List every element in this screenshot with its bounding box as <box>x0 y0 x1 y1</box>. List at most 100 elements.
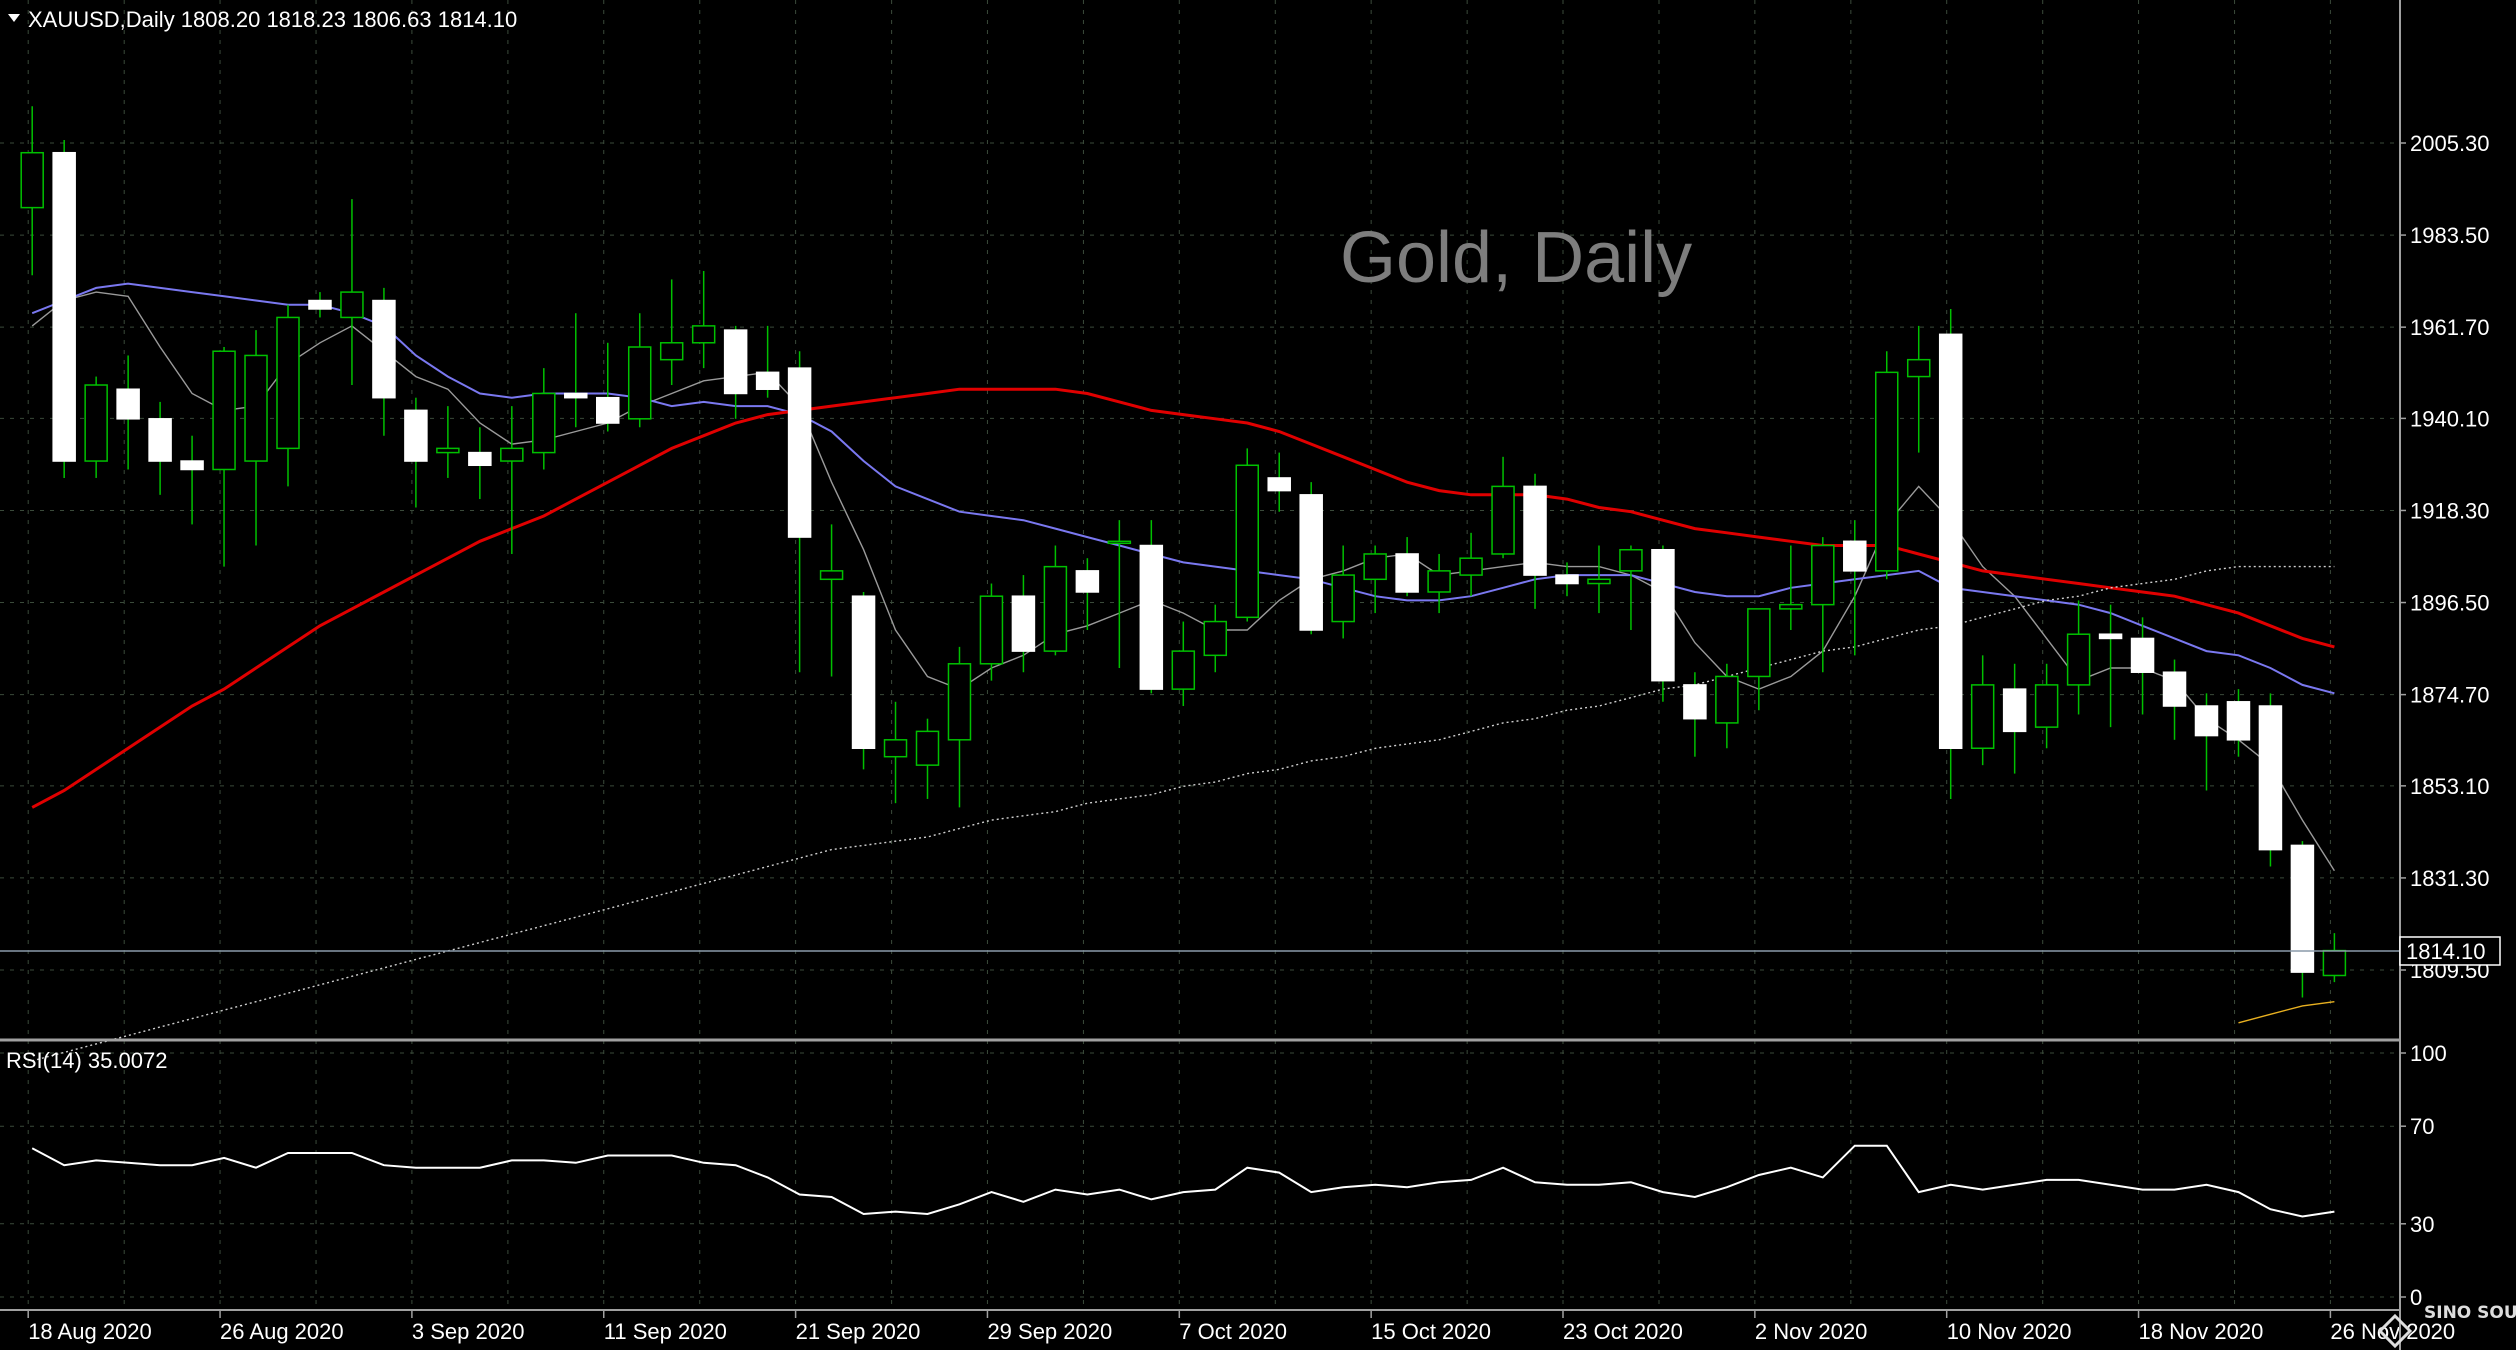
candle[interactable] <box>1811 537 1835 673</box>
candle[interactable] <box>564 313 588 428</box>
candle[interactable] <box>883 701 908 804</box>
candle[interactable] <box>1555 562 1579 597</box>
candle[interactable] <box>84 376 108 478</box>
candle[interactable] <box>1139 520 1164 694</box>
candle[interactable] <box>915 718 940 799</box>
candle-body-bull <box>1203 620 1228 657</box>
candle[interactable] <box>276 304 300 487</box>
candle[interactable] <box>947 646 972 808</box>
candle[interactable] <box>532 368 556 470</box>
candle[interactable] <box>500 406 524 554</box>
candle[interactable] <box>1363 545 1387 614</box>
candle[interactable] <box>1906 325 1931 453</box>
candle[interactable] <box>659 279 684 386</box>
candle[interactable] <box>979 583 1004 681</box>
rsi-indicator <box>31 1144 2335 1218</box>
candle-body-bear <box>2002 688 2027 733</box>
candle[interactable] <box>116 355 140 470</box>
candle[interactable] <box>244 330 268 546</box>
candle-body-bull <box>1619 548 1643 572</box>
candle[interactable] <box>404 397 428 508</box>
candle[interactable] <box>212 347 236 567</box>
candle[interactable] <box>851 591 876 770</box>
candle-body-bear <box>372 299 396 399</box>
candle[interactable] <box>2226 689 2251 757</box>
candle[interactable] <box>1938 308 1963 799</box>
candle[interactable] <box>1779 545 1803 630</box>
candle[interactable] <box>1715 663 1739 749</box>
candle[interactable] <box>1843 520 1867 656</box>
candle[interactable] <box>2162 659 2187 740</box>
candle[interactable] <box>819 524 844 677</box>
rsi-tick-label: 0 <box>2410 1285 2422 1310</box>
candle[interactable] <box>148 401 172 495</box>
current-price-badge <box>2399 936 2501 966</box>
candle[interactable] <box>1043 545 1068 656</box>
candle[interactable] <box>1011 575 1036 673</box>
candle[interactable] <box>2290 841 2315 998</box>
price-axis: 2005.30 1983.50 1961.70 1940.10 1918.30 1896.… <box>27 131 2490 1344</box>
candle-body-bull <box>1875 371 1899 572</box>
candle[interactable] <box>1203 604 1228 673</box>
candle[interactable] <box>1523 473 1547 609</box>
candle[interactable] <box>1683 672 1707 757</box>
candle[interactable] <box>1747 608 1771 711</box>
candle[interactable] <box>787 351 812 673</box>
candle[interactable] <box>1875 351 1899 580</box>
candle[interactable] <box>308 292 332 318</box>
candle[interactable] <box>1171 621 1196 707</box>
candle[interactable] <box>1107 520 1132 669</box>
candle[interactable] <box>340 199 364 386</box>
candle-body-bull <box>1779 603 1803 610</box>
candle[interactable] <box>1299 482 1323 635</box>
candle[interactable] <box>2258 693 2283 867</box>
candle-body-bear <box>1139 544 1164 690</box>
candle[interactable] <box>1331 545 1355 639</box>
candle[interactable] <box>627 313 652 428</box>
candle[interactable] <box>436 406 460 478</box>
candle[interactable] <box>1587 545 1611 614</box>
candle[interactable] <box>596 342 620 432</box>
candle-body-bear <box>1843 540 1867 572</box>
candle[interactable] <box>2066 600 2091 715</box>
candle[interactable] <box>180 435 204 525</box>
candle[interactable] <box>723 325 748 419</box>
x-tick-label: 3 Sep 2020 <box>412 1319 525 1344</box>
candle[interactable] <box>755 325 780 398</box>
candle-body-bull <box>212 350 236 471</box>
candle[interactable] <box>2002 663 2027 774</box>
candle[interactable] <box>2098 604 2123 728</box>
candle[interactable] <box>20 106 44 276</box>
candle[interactable] <box>1619 545 1643 630</box>
candle-body-bull <box>20 151 44 209</box>
candle-body-bull <box>2066 633 2091 686</box>
chart-watermark: Gold, Daily <box>1340 218 1692 298</box>
candle[interactable] <box>1970 655 1995 766</box>
candle-body-bear <box>2098 633 2123 640</box>
candle[interactable] <box>52 140 76 478</box>
candle[interactable] <box>1459 532 1483 597</box>
candle[interactable] <box>1267 452 1291 512</box>
y-tick-label: 1874.70 <box>2410 683 2490 708</box>
y-tick-label: 2005.30 <box>2410 131 2490 156</box>
candle[interactable] <box>468 427 492 500</box>
candle[interactable] <box>1491 456 1515 559</box>
candle[interactable] <box>2130 617 2155 715</box>
candle[interactable] <box>1075 558 1100 630</box>
candle[interactable] <box>2194 693 2219 791</box>
candle[interactable] <box>1651 545 1675 702</box>
candle[interactable] <box>1395 537 1419 597</box>
candle[interactable] <box>1235 448 1259 622</box>
candle[interactable] <box>2034 663 2059 749</box>
candle[interactable] <box>372 287 396 436</box>
x-tick-label: 18 Nov 2020 <box>2139 1319 2264 1344</box>
candle[interactable] <box>1427 553 1451 614</box>
candle-body-bear <box>2226 701 2251 741</box>
candle[interactable] <box>691 270 716 369</box>
candle-body-bear <box>180 460 204 471</box>
candlesticks[interactable] <box>20 106 2347 998</box>
candle-body-bear <box>2290 844 2315 973</box>
candle-body-bear <box>2130 637 2155 673</box>
symbol-dropdown-icon[interactable] <box>8 14 20 22</box>
